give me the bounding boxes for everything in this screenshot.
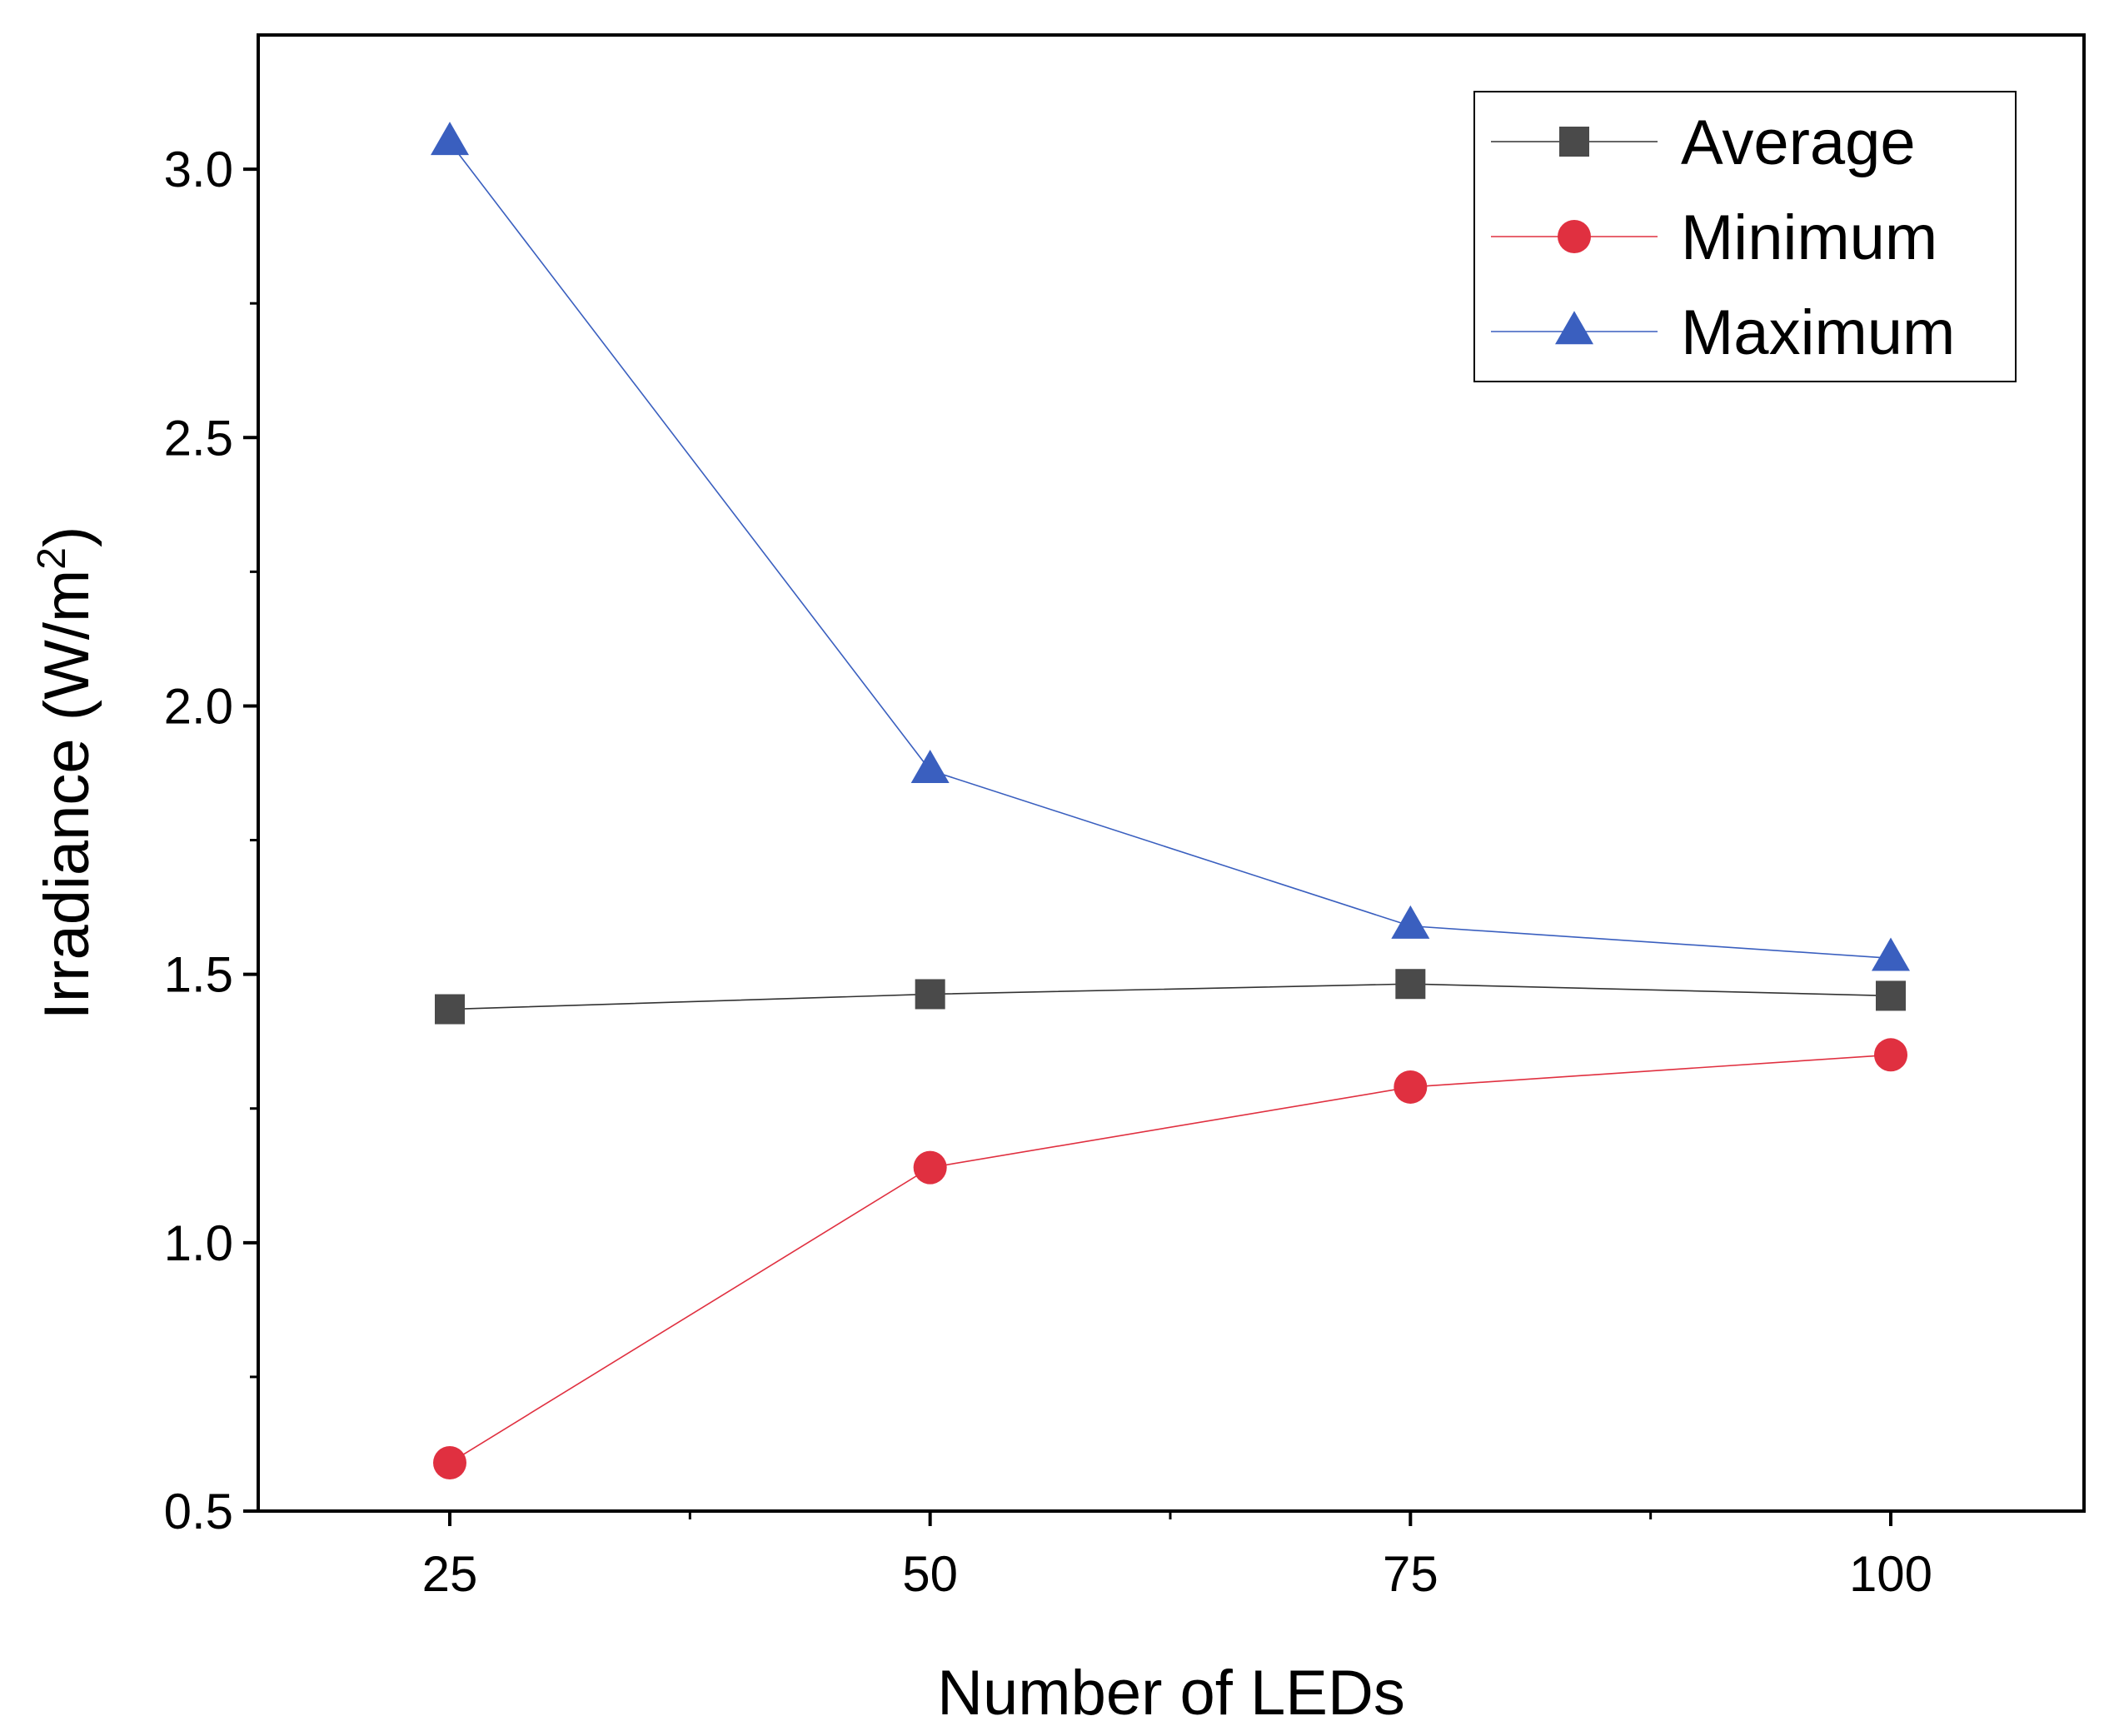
data-point-average [915, 979, 945, 1010]
y-axis-title-superscript: 2 [30, 547, 74, 570]
legend: Average Minimum Maximum [1473, 91, 2017, 382]
x-axis-title: Number of LEDs [937, 1658, 1405, 1729]
series-line-average [449, 983, 1892, 1010]
data-point-maximum [910, 749, 950, 783]
y-tick-label: 2.0 [164, 678, 233, 734]
y-tick-label: 0.5 [164, 1484, 233, 1539]
y-tick-label: 1.0 [164, 1215, 233, 1271]
data-point-average [1395, 969, 1426, 1000]
x-tick-label: 50 [902, 1546, 958, 1602]
x-tick-label: 100 [1849, 1546, 1932, 1602]
x-tick-label: 25 [422, 1546, 478, 1602]
legend-item-average: Average [1491, 107, 1916, 178]
data-point-average [435, 994, 465, 1025]
legend-item-maximum: Maximum [1491, 297, 1955, 368]
legend-marker-maximum [1555, 311, 1593, 345]
data-point-average [1876, 980, 1906, 1011]
ticks-layer: 0.5 1.0 1.5 2.0 2.5 3.0 25 50 75 100 [164, 142, 1932, 1602]
y-tick-label: 3.0 [164, 142, 233, 197]
series-line-maximum [449, 142, 1892, 960]
legend-label-minimum: Minimum [1681, 202, 1937, 273]
y-tick-label: 2.5 [164, 410, 233, 466]
legend-label-maximum: Maximum [1681, 297, 1955, 368]
y-axis-title: Irradiance (W/m2) [30, 526, 102, 1020]
data-point-minimum [1874, 1038, 1907, 1072]
y-axis-title-suffix: ) [32, 526, 102, 547]
data-point-minimum [1394, 1070, 1428, 1104]
series-line-minimum [449, 1054, 1892, 1464]
legend-label-average: Average [1681, 107, 1916, 178]
data-point-minimum [913, 1150, 947, 1185]
data-point-maximum [1391, 905, 1430, 939]
legend-marker-average [1559, 127, 1589, 157]
legend-marker-minimum [1558, 220, 1591, 253]
series-average [435, 969, 1906, 1025]
data-point-maximum [1872, 937, 1910, 971]
data-point-maximum [431, 122, 469, 156]
data-point-minimum [433, 1446, 466, 1480]
x-tick-label: 75 [1383, 1546, 1438, 1602]
y-tick-label: 1.5 [164, 947, 233, 1003]
series-maximum [431, 122, 1910, 971]
legend-item-minimum: Minimum [1491, 202, 1937, 273]
series-layer [431, 122, 1910, 1480]
series-minimum [433, 1038, 1907, 1480]
y-axis-title-main: Irradiance (W/m [32, 570, 102, 1020]
